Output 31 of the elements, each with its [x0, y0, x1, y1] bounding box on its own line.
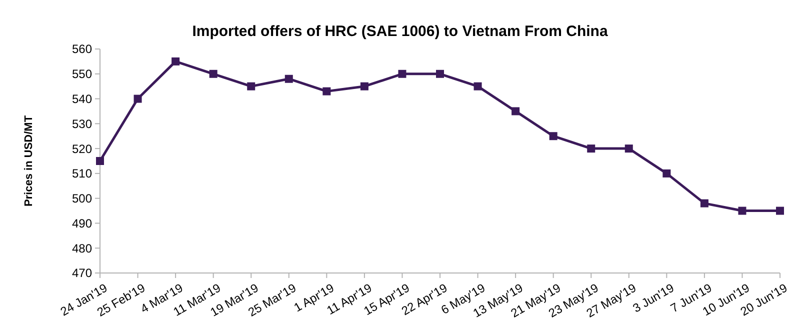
chart-title: Imported offers of HRC (SAE 1006) to Vietnam From China — [192, 23, 608, 40]
point — [587, 144, 596, 153]
point — [474, 82, 482, 90]
y-tick-label: 560 — [72, 42, 92, 56]
point — [738, 206, 746, 215]
point — [172, 57, 180, 66]
y-tick-label: 500 — [72, 192, 92, 206]
point — [776, 206, 784, 215]
point — [549, 132, 558, 140]
y-tick-label: 520 — [72, 142, 92, 156]
point — [662, 169, 671, 178]
y-tick-label: 530 — [72, 116, 92, 131]
y-tick-label: 510 — [72, 166, 92, 181]
point — [322, 87, 331, 96]
point — [134, 94, 142, 103]
point — [398, 70, 406, 78]
y-tick-label: 470 — [72, 266, 92, 280]
point — [624, 144, 633, 153]
y-axis-title: Prices in USD/MT — [23, 115, 35, 207]
point — [436, 70, 444, 78]
point — [209, 70, 218, 78]
y-tick-label: 480 — [72, 241, 92, 256]
point — [512, 107, 520, 116]
y-tick-label: 490 — [72, 216, 92, 230]
point — [360, 82, 368, 90]
y-tick-label: 540 — [72, 92, 92, 106]
point — [284, 74, 293, 83]
y-tick-label: 550 — [72, 67, 92, 82]
point — [700, 199, 708, 208]
point — [96, 157, 104, 165]
point — [247, 82, 256, 90]
